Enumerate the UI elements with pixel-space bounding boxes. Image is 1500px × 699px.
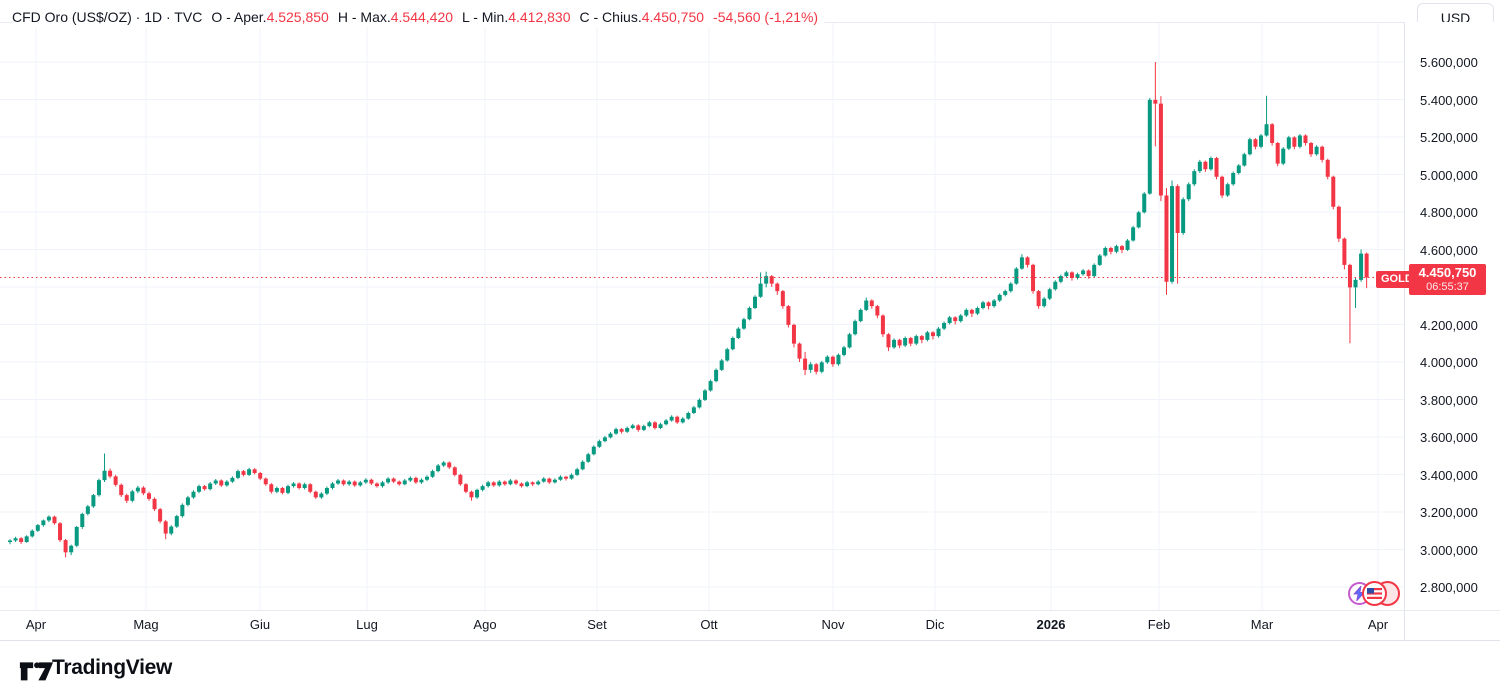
price-tick-label: 3.600,000 <box>1420 430 1478 445</box>
close-value: 4.450,750 <box>641 9 705 25</box>
price-tick-label: 5.400,000 <box>1420 92 1478 108</box>
last-price-value: 4.450,750 <box>1418 265 1477 280</box>
time-tick-label: Giu <box>249 617 271 632</box>
time-axis-separator <box>0 610 1500 611</box>
time-tick-label: Ago <box>473 617 497 632</box>
price-tick-label: 3.200,000 <box>1420 505 1478 520</box>
candlestick-chart[interactable] <box>0 0 1404 641</box>
economic-events[interactable] <box>1348 580 1404 608</box>
time-tick-label: Apr <box>1367 617 1389 632</box>
price-tick-label: 3.400,000 <box>1420 467 1478 483</box>
time-tick-label: Set <box>587 617 607 632</box>
time-tick-label: Nov <box>821 617 845 632</box>
price-tick-label: 5.000,000 <box>1420 167 1478 183</box>
tradingview-logo-icon[interactable] <box>18 655 54 685</box>
open-value: 4.525,850 <box>266 9 329 25</box>
time-axis[interactable]: Apr Mag Giu Lug Ago Set Ott Nov Dic 2026 Feb Mar Apr <box>0 611 1404 640</box>
footer: TradingView <box>0 641 1500 699</box>
us-flag-event-icon[interactable] <box>1362 581 1387 606</box>
low-label: L - Min. <box>462 9 509 25</box>
price-tick-label: 4.600,000 <box>1420 242 1478 258</box>
time-tick-label: Feb <box>1147 617 1171 632</box>
price-tick-label: 3.000,000 <box>1420 542 1478 558</box>
price-tick-label: 2.800,000 <box>1420 580 1478 595</box>
time-tick-label: Apr <box>25 617 47 632</box>
time-tick-label: Ott <box>700 617 718 632</box>
change-value: -54,560 (-1,21%) <box>713 9 819 25</box>
high-label: H - Max. <box>337 9 391 25</box>
gold-price-flag: GOLD <box>1376 271 1418 288</box>
open-label: O - Aper. <box>211 9 267 25</box>
close-label: C - Chius. <box>579 9 642 25</box>
low-value: 4.412,830 <box>508 9 571 25</box>
price-tick-label: 3.800,000 <box>1420 392 1478 408</box>
time-tick-label: Mar <box>1250 617 1274 632</box>
price-tick-label: 5.200,000 <box>1420 130 1478 145</box>
symbol-title: CFD Oro (US$/OZ) · 1D · TVC <box>12 9 203 25</box>
price-tick-label: 4.800,000 <box>1420 205 1478 220</box>
bar-close-countdown: 06:55:37 <box>1426 281 1469 293</box>
time-tick-label: Dic <box>925 617 945 632</box>
price-tick-label: 4.000,000 <box>1420 355 1478 370</box>
price-axis-separator <box>1404 22 1405 641</box>
time-tick-label: Lug <box>356 617 378 632</box>
time-tick-label: Mag <box>133 617 159 632</box>
high-value: 4.544,420 <box>390 9 454 25</box>
time-tick-label: 2026 <box>1036 617 1066 632</box>
symbol-legend: CFD Oro (US$/OZ) · 1D · TVC O - Aper.4.52… <box>12 8 825 27</box>
tradingview-brand[interactable]: TradingView <box>52 656 173 679</box>
last-price-badge: 4.450,750 06:55:37 <box>1409 264 1486 295</box>
price-axis[interactable]: 5.600,000 5.400,000 5.200,000 5.000,000 4.80… <box>1405 22 1500 610</box>
price-tick-label: 5.600,000 <box>1420 55 1478 70</box>
footer-separator <box>0 640 1500 641</box>
price-tick-label: 4.200,000 <box>1420 317 1478 333</box>
